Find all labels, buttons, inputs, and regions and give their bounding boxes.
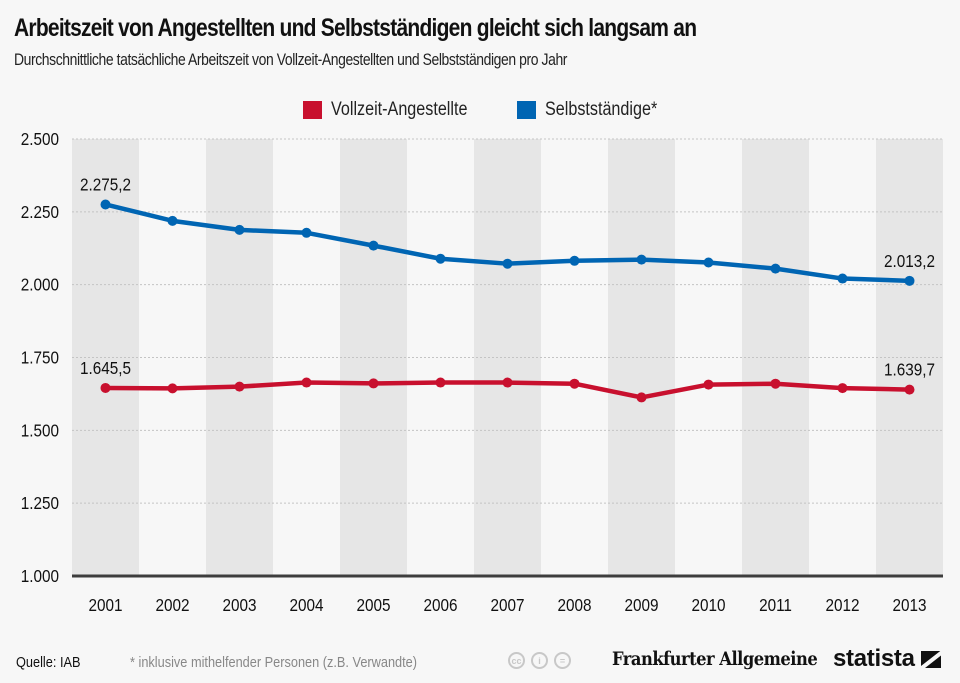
data-point [502,258,513,269]
data-point [234,224,245,235]
data-point [435,377,446,388]
attribution-icon: i [531,652,548,669]
x-tick-label: 2004 [289,595,323,615]
x-tick-label: 2008 [557,595,591,615]
data-point [837,273,848,284]
x-tick-label: 2006 [423,595,457,615]
x-tick-label: 2012 [825,595,859,615]
data-point [167,383,178,394]
data-point [636,254,647,265]
data-point [703,379,714,390]
data-point [569,255,580,266]
y-tick-label: 2.250 [21,202,59,222]
x-tick-label: 2001 [88,595,122,615]
data-label: 2.275,2 [80,174,131,194]
data-point [368,378,379,389]
source-text: Quelle: IAB [16,654,81,671]
data-labels: 1.645,5 1.639,7 2.275,2 2.013,2 [80,174,935,380]
y-tick-label: 1.500 [21,420,59,440]
data-point [569,378,580,389]
data-point [301,227,312,238]
data-label: 1.639,7 [884,359,935,379]
legend: Vollzeit-Angestellte Selbstständige* [0,99,960,121]
legend-label: Vollzeit-Angestellte [330,99,468,120]
data-label: 2.013,2 [884,251,935,271]
x-tick-label: 2013 [892,595,926,615]
y-tick-label: 1.250 [21,493,59,513]
chart-subtitle: Durchschnittliche tatsächliche Arbeitsze… [14,50,568,69]
data-point [301,377,312,388]
x-tick-label: 2009 [624,595,658,615]
x-tick-label: 2007 [490,595,524,615]
data-label: 1.645,5 [80,358,131,378]
data-point [904,275,915,286]
x-tick-label: 2003 [222,595,256,615]
statista-logo: statista [833,645,941,673]
legend-label: Selbstständige* [545,99,658,120]
no-derivatives-icon: = [554,652,571,669]
x-axis-ticks: 2001 2002 2003 2004 2005 2006 2007 2008 2009 2010… [88,595,926,615]
data-point [234,381,245,392]
x-tick-label: 2011 [759,595,792,615]
y-tick-label: 2.500 [21,129,59,149]
x-tick-label: 2010 [691,595,725,615]
legend-swatch-blue [517,101,537,119]
data-point [904,384,915,395]
data-point [703,257,714,268]
data-point [770,378,781,389]
data-point [770,263,781,274]
chart-title: Arbeitszeit von Angestellten und Selbsts… [14,14,697,42]
data-point [167,215,178,226]
gridlines [72,138,943,504]
statista-logo-icon [920,650,941,668]
legend-swatch-red [302,101,322,119]
y-tick-label: 1.750 [21,347,59,367]
data-point [435,253,446,264]
y-tick-label: 2.000 [21,275,59,295]
legend-item-vollzeit-angestellte: Vollzeit-Angestellte [302,99,472,121]
statista-wordmark: statista [833,645,915,672]
x-tick-label: 2005 [356,595,390,615]
y-axis-ticks: 1.000 1.250 1.500 1.750 2.000 2.250 2.500 [21,129,59,586]
legend-item-selbststaendige: Selbstständige* [517,99,657,121]
data-point [636,392,647,403]
data-point [502,377,513,388]
x-tick-label: 2002 [155,595,189,615]
data-point [100,382,111,393]
series-group [100,199,915,403]
data-point [100,199,111,210]
data-point [837,383,848,394]
footnote-text: * inklusive mithelfender Personen (z.B. … [130,654,418,671]
faz-logo: Frankfurter Allgemeine [612,648,818,670]
y-tick-label: 1.000 [21,566,59,586]
data-point [368,240,379,251]
cc-icon: cc [508,652,525,669]
license-icons: cc i = [508,652,571,669]
